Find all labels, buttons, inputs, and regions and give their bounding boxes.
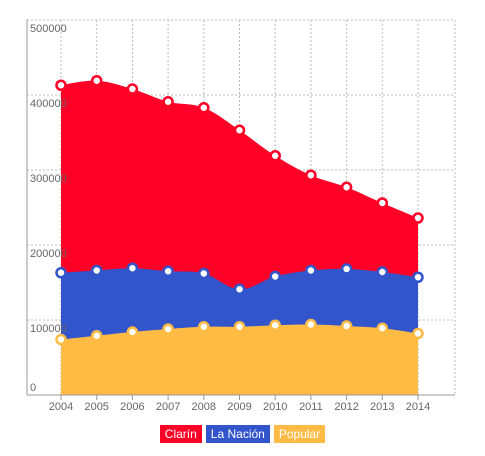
x-tick-label: 2012 [334, 401, 358, 413]
x-tick-label: 2014 [406, 401, 430, 413]
data-point[interactable] [162, 265, 174, 277]
data-point[interactable] [305, 264, 317, 277]
data-point[interactable] [305, 318, 317, 331]
x-axis-tick-labels: 2004 2005 2006 2007 2008 2009 2010 2011 2012 2013… [49, 401, 430, 413]
x-tick-label: 2006 [120, 401, 144, 413]
legend-item-clarin[interactable]: Clarín [159, 425, 202, 443]
data-point[interactable] [126, 83, 139, 95]
data-point[interactable] [412, 271, 424, 283]
x-tick-label: 2013 [370, 401, 394, 413]
axes [26, 20, 455, 400]
data-point[interactable] [233, 321, 246, 333]
series-areas [61, 80, 418, 395]
data-point[interactable] [376, 322, 389, 334]
data-point[interactable] [412, 327, 424, 340]
data-point[interactable] [269, 319, 281, 331]
data-point[interactable] [233, 124, 246, 136]
y-tick-label: 300000 [30, 173, 67, 185]
data-point[interactable] [55, 267, 67, 279]
data-point[interactable] [412, 212, 424, 224]
area-popular[interactable] [61, 324, 418, 395]
data-point[interactable] [340, 181, 353, 193]
data-point[interactable] [198, 267, 210, 280]
data-point[interactable] [233, 283, 246, 295]
data-point[interactable] [90, 75, 103, 87]
x-tick-label: 2011 [299, 401, 323, 413]
x-tick-label: 2008 [192, 401, 216, 413]
legend-item-la-nacion[interactable]: La Nación [205, 425, 270, 443]
legend-item-popular[interactable]: Popular [273, 425, 326, 443]
data-point[interactable] [305, 169, 317, 181]
data-point[interactable] [55, 79, 67, 91]
y-tick-label: 0 [30, 382, 36, 394]
y-tick-label: 400000 [30, 98, 67, 110]
data-point[interactable] [340, 320, 353, 332]
legend: Clarín La Nación Popular [0, 425, 485, 443]
x-tick-label: 2009 [227, 401, 251, 413]
data-point[interactable] [162, 96, 174, 108]
y-axis-tick-labels: 0 100000 200000 300000 400000 500000 [30, 23, 67, 394]
data-point[interactable] [198, 102, 210, 114]
y-tick-label: 100000 [30, 323, 67, 335]
y-tick-label: 500000 [30, 23, 67, 35]
y-tick-label: 200000 [30, 248, 67, 260]
x-tick-label: 2010 [263, 401, 287, 413]
data-point[interactable] [90, 264, 103, 277]
x-tick-label: 2004 [49, 401, 73, 413]
data-point[interactable] [269, 150, 281, 162]
data-point[interactable] [198, 321, 210, 333]
data-point[interactable] [376, 266, 389, 278]
data-point[interactable] [269, 270, 281, 283]
data-points [55, 75, 424, 346]
data-point[interactable] [126, 326, 139, 338]
x-tick-label: 2007 [156, 401, 180, 413]
data-point[interactable] [340, 263, 353, 275]
data-point[interactable] [55, 333, 67, 346]
data-point[interactable] [162, 323, 174, 335]
data-point[interactable] [126, 262, 139, 274]
data-point[interactable] [376, 197, 389, 209]
data-point[interactable] [90, 330, 103, 342]
x-tick-label: 2005 [84, 401, 108, 413]
